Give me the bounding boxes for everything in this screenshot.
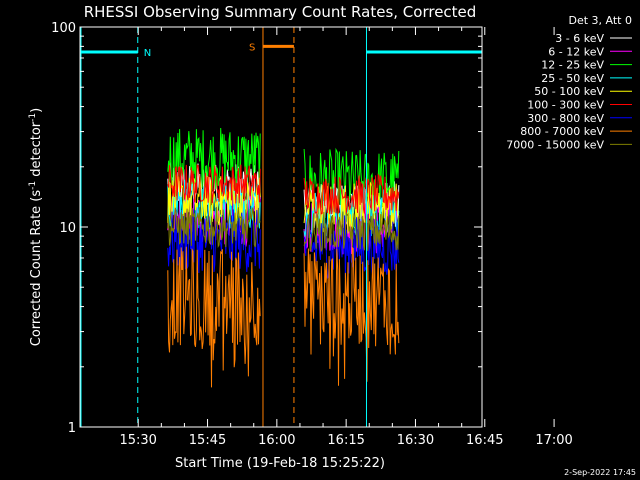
legend-label: 800 - 7000 keV <box>520 125 604 138</box>
series-trace <box>167 164 261 204</box>
series-trace <box>167 207 261 249</box>
x-tick-label: 16:15 <box>327 433 364 448</box>
series-trace <box>303 211 400 252</box>
chart-title: RHESSI Observing Summary Count Rates, Co… <box>84 3 477 21</box>
legend-label: 3 - 6 keV <box>555 32 604 45</box>
y-tick-label: 10 <box>59 221 76 236</box>
legend-entry-8: 800 - 7000 keV <box>520 125 632 138</box>
legend-entry-6: 100 - 300 keV <box>527 99 632 112</box>
series-trace <box>303 214 400 280</box>
legend-label: 7000 - 15000 keV <box>506 138 604 151</box>
x-tick-label: 16:00 <box>258 433 295 448</box>
y-axis-label: Corrected Count Rate (s-1 detector-1) <box>28 108 44 346</box>
flag-layer: NS <box>80 27 482 427</box>
y-axis-label-main: Corrected Count Rate (s <box>29 190 44 347</box>
flag-label-s: S <box>249 42 255 53</box>
x-tick-label: 17:00 <box>535 433 572 448</box>
legend-entry-2: 6 - 12 keV <box>548 45 632 58</box>
x-tick-label: 16:30 <box>397 433 434 448</box>
axis-layer: 15:30 15:45 16:00 16:15 16:30 16:45 17:00 1 10 10… <box>51 21 573 448</box>
y-axis-label-end: ) <box>29 108 44 113</box>
series-trace <box>303 147 400 213</box>
y-tick-label: 1 <box>68 421 76 436</box>
series-trace <box>167 246 261 388</box>
series-6 <box>167 164 400 215</box>
y-tick-label: 100 <box>51 21 76 36</box>
legend-label: 50 - 100 keV <box>534 85 604 98</box>
legend-label: 300 - 800 keV <box>527 112 604 125</box>
x-tick-label: 15:45 <box>189 433 226 448</box>
flag-s: S <box>249 27 295 427</box>
y-axis-label-mid: detector <box>29 121 44 181</box>
legend-label: 12 - 25 keV <box>541 59 604 72</box>
legend-entry-9: 7000 - 15000 keV <box>506 138 632 151</box>
legend-entry-5: 50 - 100 keV <box>534 85 632 98</box>
legend-header: Det 3, Att 0 <box>569 14 633 27</box>
legend-entry-1: 3 - 6 keV <box>555 32 632 45</box>
x-axis-label: Start Time (19-Feb-18 15:25:22) <box>175 456 385 471</box>
y-axis-label-sup2: -1 <box>28 113 38 122</box>
x-tick-label: 15:30 <box>119 433 156 448</box>
legend-label: 100 - 300 keV <box>527 99 604 112</box>
series-9 <box>167 207 400 252</box>
y-axis-label-sup1: -1 <box>28 181 38 190</box>
series-8 <box>167 246 400 388</box>
legend-entry-7: 300 - 800 keV <box>527 112 632 125</box>
series-trace <box>303 173 400 215</box>
legend-entry-3: 12 - 25 keV <box>541 59 632 72</box>
series-data-layer <box>167 127 400 388</box>
footer-date: 2-Sep-2022 17:45 <box>564 468 636 477</box>
legend-label: 6 - 12 keV <box>548 45 604 58</box>
x-tick-label: 16:45 <box>466 433 503 448</box>
series-trace <box>303 246 400 386</box>
flag-label-n: N <box>144 48 151 59</box>
legend-entry-4: 25 - 50 keV <box>541 72 632 85</box>
legend-label: 25 - 50 keV <box>541 72 604 85</box>
